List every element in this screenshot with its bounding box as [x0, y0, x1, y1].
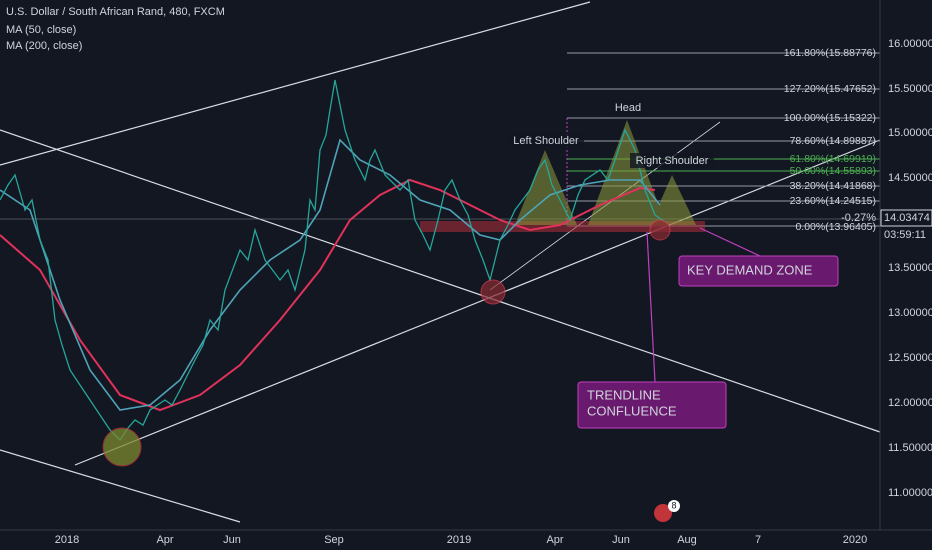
price-tick-label: 11.00000 — [888, 487, 932, 499]
symbol-title: U.S. Dollar / South African Rand, 480, F… — [6, 6, 225, 18]
low-circle — [102, 427, 142, 467]
touch-circle — [480, 279, 506, 305]
callout-text: KEY DEMAND ZONE — [687, 262, 813, 277]
price-tick-label: 11.50000 — [888, 442, 932, 454]
price-tick-label: 12.00000 — [888, 397, 932, 409]
price-tick-label: 13.50000 — [888, 262, 932, 274]
time-tick-label: Sep — [324, 534, 344, 546]
time-tick-label: Apr — [546, 534, 563, 546]
demand-zone-callout — [678, 255, 839, 287]
price-axis: 16.00000 15.50000 15.00000 14.50000 13.50000… — [888, 38, 932, 499]
ma-50 — [0, 138, 661, 411]
time-axis: 2018 Apr Jun Sep 2019 Apr Jun Aug 7 2020 — [55, 534, 867, 546]
price-tick-label: 13.00000 — [888, 307, 932, 319]
label-bg — [630, 153, 714, 168]
countdown-tag — [881, 227, 932, 243]
time-tick-label: 2018 — [55, 534, 79, 546]
indicator-label: MA (200, close) — [6, 40, 82, 52]
label-bg — [612, 101, 644, 116]
price-change: -0.27% — [841, 212, 876, 224]
ma-200 — [0, 178, 656, 412]
badge — [668, 500, 680, 512]
right-shoulder-label: Right Shoulder — [636, 155, 709, 167]
fib-label: 50.00%(14.55893) — [790, 165, 876, 177]
news-icon[interactable] — [654, 504, 672, 522]
indicator-label: MA (50, close) — [6, 24, 76, 36]
label-bg — [508, 133, 584, 148]
callout-text: CONFLUENCE — [587, 403, 677, 418]
time-tick-label: Jun — [612, 534, 630, 546]
time-tick-label: 2020 — [843, 534, 867, 546]
callout-connectors — [646, 227, 761, 383]
time-tick-label: 7 — [755, 534, 761, 546]
price-tag — [880, 209, 932, 227]
left-shoulder-label: Left Shoulder — [513, 135, 579, 147]
countdown: 03:59:11 — [884, 229, 926, 241]
fib-labels: 161.80%(15.88776) 127.20%(15.47652) 100.… — [784, 47, 876, 233]
head-label: Head — [615, 102, 641, 114]
time-tick-label: Apr — [156, 534, 173, 546]
fib-label: 100.00%(15.15322) — [784, 112, 876, 124]
fib-label: 78.60%(14.89887) — [790, 135, 876, 147]
fib-label: 38.20%(14.41868) — [790, 180, 876, 192]
price-tick-label: 12.50000 — [888, 352, 932, 364]
badge-count: 8 — [671, 500, 676, 510]
confluence-callout — [577, 381, 727, 429]
time-tick-label: Jun — [223, 534, 241, 546]
current-price: 14.03474 — [884, 212, 930, 224]
demand-zone — [420, 221, 705, 232]
time-tick-label: 2019 — [447, 534, 471, 546]
price-tick-label: 15.00000 — [888, 127, 932, 139]
price-tick-label: 16.00000 — [888, 38, 932, 50]
fib-lines — [566, 52, 880, 227]
fib-label: 127.20%(15.47652) — [784, 83, 876, 95]
price-tick-label: 14.50000 — [888, 172, 932, 184]
pattern-triangles — [515, 120, 696, 225]
callout-text: TRENDLINE — [587, 387, 661, 402]
fib-label: 0.00%(13.96405) — [795, 221, 876, 233]
fib-label: 61.80%(14.69919) — [790, 153, 876, 165]
trend-lines — [0, 1, 881, 523]
fib-label: 161.80%(15.88776) — [784, 47, 876, 59]
time-tick-label: Aug — [677, 534, 697, 546]
price-tick-label: 15.50000 — [888, 83, 932, 95]
touch-circle — [649, 219, 671, 241]
fib-label: 23.60%(14.24515) — [790, 195, 876, 207]
